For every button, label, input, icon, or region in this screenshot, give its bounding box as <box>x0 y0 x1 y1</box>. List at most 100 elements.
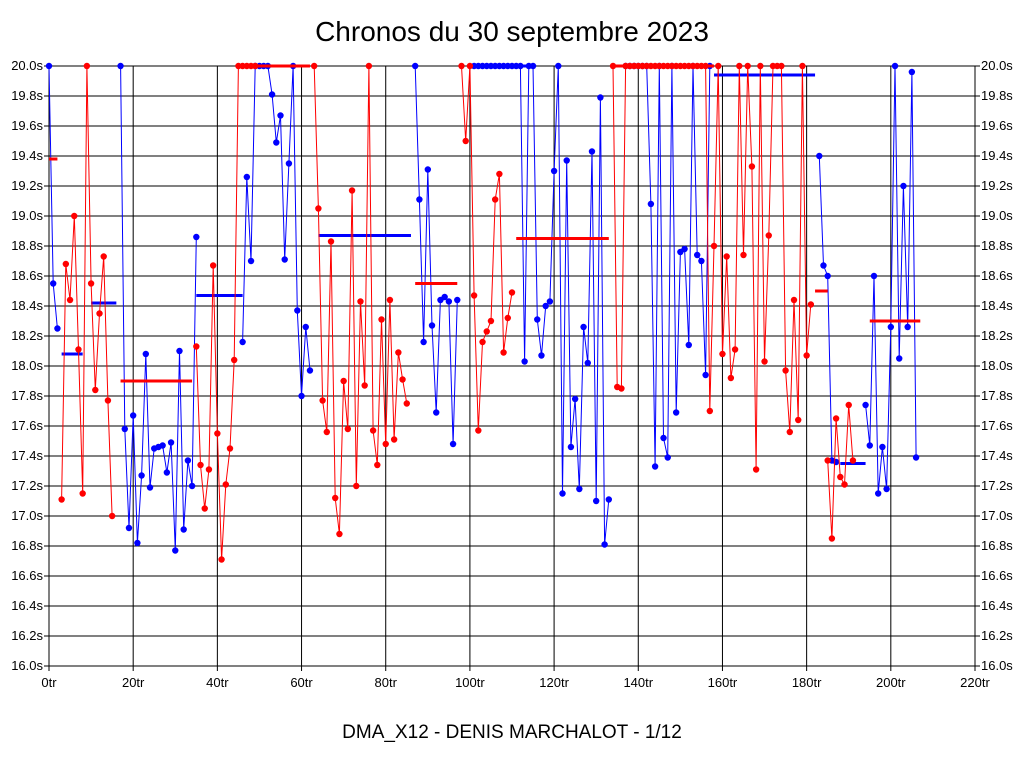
data-point <box>866 442 873 449</box>
x-tick-label: 0tr <box>41 675 57 690</box>
series-line <box>120 65 197 551</box>
data-point <box>184 457 192 464</box>
x-tick-label: 180tr <box>792 675 822 690</box>
data-point <box>618 385 625 392</box>
data-point <box>188 482 196 490</box>
y-tick-label-right: 17.0s <box>981 508 1013 523</box>
data-point <box>597 94 604 101</box>
data-point <box>727 374 735 382</box>
data-point <box>357 298 364 305</box>
data-point <box>571 395 579 403</box>
data-point <box>146 484 154 491</box>
data-point <box>433 409 440 416</box>
x-tick-label: 120tr <box>539 675 569 690</box>
data-point <box>458 62 465 70</box>
data-point <box>660 434 667 442</box>
data-point <box>374 461 381 469</box>
y-tick-label-left: 17.8s <box>11 388 43 403</box>
data-point <box>378 316 385 323</box>
data-point <box>782 367 789 374</box>
data-point <box>832 458 840 466</box>
y-tick-label-left: 18.6s <box>11 268 43 283</box>
data-point <box>294 307 301 314</box>
data-point <box>580 323 587 331</box>
data-point <box>824 457 831 464</box>
data-point <box>538 352 545 359</box>
y-tick-label-left: 17.4s <box>11 448 43 463</box>
data-point <box>66 296 74 304</box>
y-tick-label-right: 19.0s <box>981 208 1013 223</box>
data-point <box>588 148 596 155</box>
data-point <box>361 382 368 389</box>
data-point <box>816 152 823 160</box>
data-point <box>365 62 373 70</box>
data-point <box>125 524 133 532</box>
data-point <box>163 469 171 476</box>
data-point <box>142 350 150 358</box>
data-point <box>546 298 554 305</box>
data-point <box>344 425 352 433</box>
data-point <box>584 359 591 367</box>
y-tick-label-right: 18.0s <box>981 358 1013 373</box>
y-tick-label-right: 19.8s <box>981 88 1013 103</box>
y-tick-label-left: 18.4s <box>11 298 43 313</box>
data-point <box>681 245 688 253</box>
data-point <box>563 157 570 164</box>
data-point <box>824 272 831 280</box>
data-point <box>71 212 78 220</box>
data-point <box>904 323 911 331</box>
data-point <box>706 407 714 415</box>
data-point <box>424 166 432 173</box>
data-point <box>475 427 482 434</box>
data-point <box>395 349 402 356</box>
y-tick-label-right: 19.6s <box>981 118 1013 133</box>
data-point <box>470 292 478 299</box>
data-point <box>62 260 70 268</box>
data-point <box>483 328 490 335</box>
chart-title: Chronos du 30 septembre 2023 <box>315 16 709 47</box>
data-point <box>790 296 798 304</box>
data-point <box>369 427 377 434</box>
data-point <box>550 167 558 175</box>
data-point <box>108 512 116 520</box>
data-point <box>239 338 246 346</box>
series-0 <box>45 62 920 554</box>
x-tick-label: 80tr <box>375 675 398 690</box>
data-point <box>252 62 259 70</box>
data-point <box>50 280 57 287</box>
series-line <box>48 65 58 329</box>
data-point <box>765 232 772 239</box>
y-tick-label-right: 16.6s <box>981 568 1013 583</box>
y-tick-label-left: 20.0s <box>11 58 43 73</box>
data-point <box>462 137 469 145</box>
data-point <box>900 182 907 190</box>
data-point <box>685 341 692 349</box>
data-point <box>837 473 844 481</box>
data-point <box>534 316 541 323</box>
y-tick-label-left: 19.0s <box>11 208 43 223</box>
y-tick-label-right: 18.4s <box>981 298 1013 313</box>
y-tick-label-right: 19.2s <box>981 178 1013 193</box>
data-point <box>736 62 743 70</box>
x-tick-label: 40tr <box>206 675 229 690</box>
series-line <box>461 65 513 431</box>
data-point <box>731 346 739 353</box>
data-point <box>715 62 722 70</box>
data-point <box>664 454 671 461</box>
data-point <box>487 317 495 325</box>
data-point <box>209 262 217 269</box>
data-point <box>500 349 507 356</box>
data-point <box>795 416 802 424</box>
y-tick-label-right: 20.0s <box>981 58 1013 73</box>
data-point <box>820 262 827 269</box>
data-point <box>491 196 499 203</box>
data-point <box>323 428 330 436</box>
data-point <box>870 272 878 280</box>
y-tick-label-left: 19.2s <box>11 178 43 193</box>
data-point <box>504 314 511 322</box>
data-point <box>399 376 406 383</box>
data-point <box>302 323 309 331</box>
data-point <box>420 338 427 346</box>
data-point <box>129 412 137 419</box>
